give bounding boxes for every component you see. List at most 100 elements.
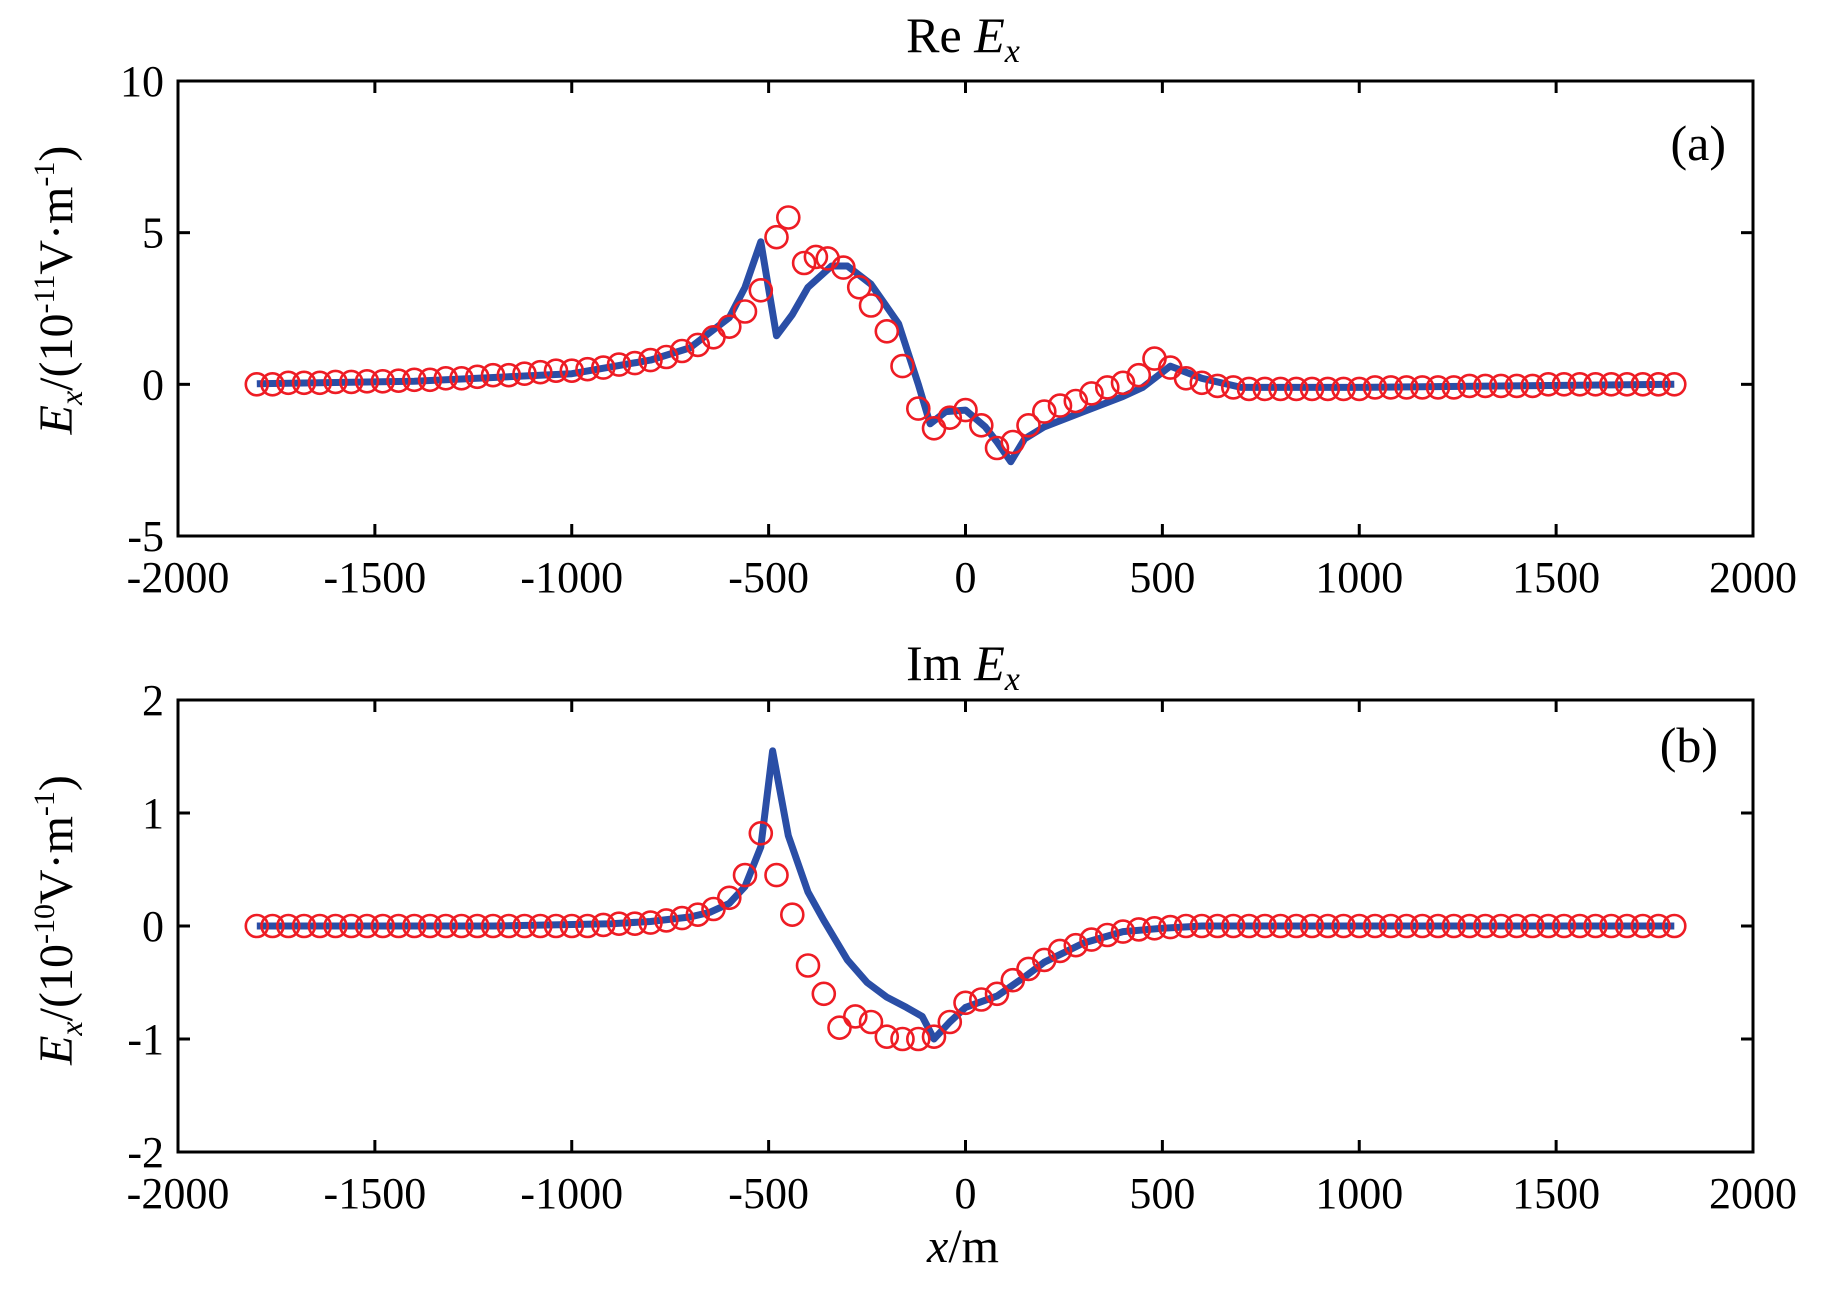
panel-a-marker-point [1079,381,1104,406]
panel-b-marker-point [464,913,490,939]
panel-b-x-tick-label: 1000 [1315,1169,1403,1218]
panel-b-x-tick-label: 2000 [1709,1169,1797,1218]
panel-b-y-tick-label: 2 [142,676,164,725]
panel-a-marker-point [1410,375,1435,400]
panel-b-marker-point [890,1026,915,1052]
panel-a-x-tick-label: 500 [1129,553,1195,602]
x-axis-label: x/m [926,1220,999,1273]
panel-b-marker-point [1299,913,1325,939]
panel-b-marker-point [527,913,553,939]
panel-b-marker-point [764,862,789,888]
panel-a-x-tick-label: 1000 [1315,553,1403,602]
panel-a-plot-area: -2000 -1500 -1000 -500 0 500 1000 1500 2000 -5 0 5 1… [120,57,1797,602]
panel-a-marker-point [1473,373,1498,399]
panel-b-y-tick-label: 0 [142,902,164,951]
panel-a-marker-point [1457,373,1482,399]
panel-a-marker-point [716,314,742,340]
panel-a-marker-point [1520,373,1545,399]
panel-b-marker-point [1173,913,1199,939]
panel-a-marker-point [307,370,333,396]
panel-a-marker-point [1252,376,1278,402]
panel-b-marker-point [905,1026,931,1052]
panel-a-y-tick-label: -5 [127,512,164,561]
panel-b-plot-area: -2000 -1500 -1000 -500 0 500 1000 1500 2000 -2 -1 0… [127,676,1797,1218]
panel-b-y-tick-label: 1 [142,789,164,838]
panel-b-marker-point [1520,913,1545,939]
panel-b-ylabel-unit: V·m [30,816,83,904]
x-axis-label-unit: /m [948,1220,999,1273]
panel-b-marker-point [1630,913,1656,939]
panel-a-marker-point [401,367,427,393]
panel-b-marker-point [1063,932,1089,958]
panel-b-marker-point [842,1004,868,1029]
panel-b-marker-point [827,1015,852,1040]
panel-a-marker-point [1614,371,1640,397]
x-axis-label-symbol: x [926,1220,948,1273]
panel-b-marker-point [622,911,648,937]
panel-a-marker-point [1000,429,1026,455]
panel-a-x-tick-label: -2000 [127,553,230,602]
panel-a-marker-point [354,368,380,394]
panel-b-marker-point [732,862,758,888]
panel-a-marker-point [1536,371,1561,397]
panel-b-marker-point [606,911,632,937]
panel-b-tag: (b) [1660,717,1718,773]
panel-a-x-tick-label: -500 [728,553,809,602]
panel-a-marker-point [638,347,663,373]
panel-a-marker-point [1630,371,1656,397]
panel-b-marker-point [1205,913,1230,939]
panel-b-marker-point [1347,913,1372,939]
panel-b-marker-point [1583,913,1608,939]
panel-b-ylabel-exponent: -10 [28,904,61,944]
panel-b-marker-point [1284,913,1309,939]
panel-b-ylabel-unit-exponent: -1 [28,791,61,816]
panel-b-marker-point [1189,913,1215,939]
panel-b-marker-point [559,913,585,939]
panel-b-marker-point [1236,913,1262,939]
panel-b-marker-point [386,913,411,939]
panel-a: Re Ex -2000 -1500 -1000 -500 0 500 1000 1500 200… [28,7,1797,602]
panel-b-marker-point [874,1024,900,1049]
panel-a-marker-point [984,435,1010,461]
panel-a-marker-point [323,369,348,395]
panel-b-marker-point [323,913,348,939]
panel-a-series-line [256,238,1675,466]
panel-b-marker-point [590,912,616,938]
panel-b-marker-point [401,913,427,939]
panel-a-y-tick-label: 10 [120,57,164,106]
panel-a-y-tick-label: 5 [142,209,164,258]
panel-a-x-tick-label: -1000 [520,553,623,602]
panel-a-x-tick-label: 0 [955,553,977,602]
panel-b-marker-point [858,1009,884,1035]
panel-a-marker-point [1110,370,1136,396]
panel-a-y-tick-label: 0 [142,360,164,409]
panel-a-marker-point [1394,375,1419,400]
panel-b-marker-point [779,902,805,928]
panel-a-title-prefix: Re [906,7,974,63]
panel-a-marker-point [291,370,317,396]
panel-b-title-subscript: x [1004,661,1020,698]
panel-b-marker-point [1551,913,1577,939]
panel-b-marker-point [1268,913,1293,939]
panel-a-title-subscript: x [1004,33,1020,70]
panel-a-marker-point [1268,376,1293,402]
panel-a-marker-point [543,358,569,384]
panel-a-marker-point [1189,370,1215,396]
panel-b-marker-point [543,913,569,939]
panel-b-marker-point [417,913,443,939]
panel-a-title-symbol: E [973,7,1005,63]
panel-a-marker-point [559,358,585,384]
panel-a-marker-point [1236,376,1262,402]
panel-a-marker-point [464,364,490,390]
panel-b-marker-point [1536,913,1561,939]
panel-a-marker-point [622,350,648,376]
panel-b-marker-point [1567,913,1593,939]
panel-b-title-symbol: E [973,635,1005,691]
panel-b-title-prefix: Im [906,635,974,691]
panel-b-x-tick-label: -500 [728,1169,809,1218]
panel-a-marker-point [1646,371,1671,397]
panel-b-marker-point [1473,913,1498,939]
panel-a-marker-point [1425,375,1451,400]
panel-a-marker-point [1284,376,1309,402]
